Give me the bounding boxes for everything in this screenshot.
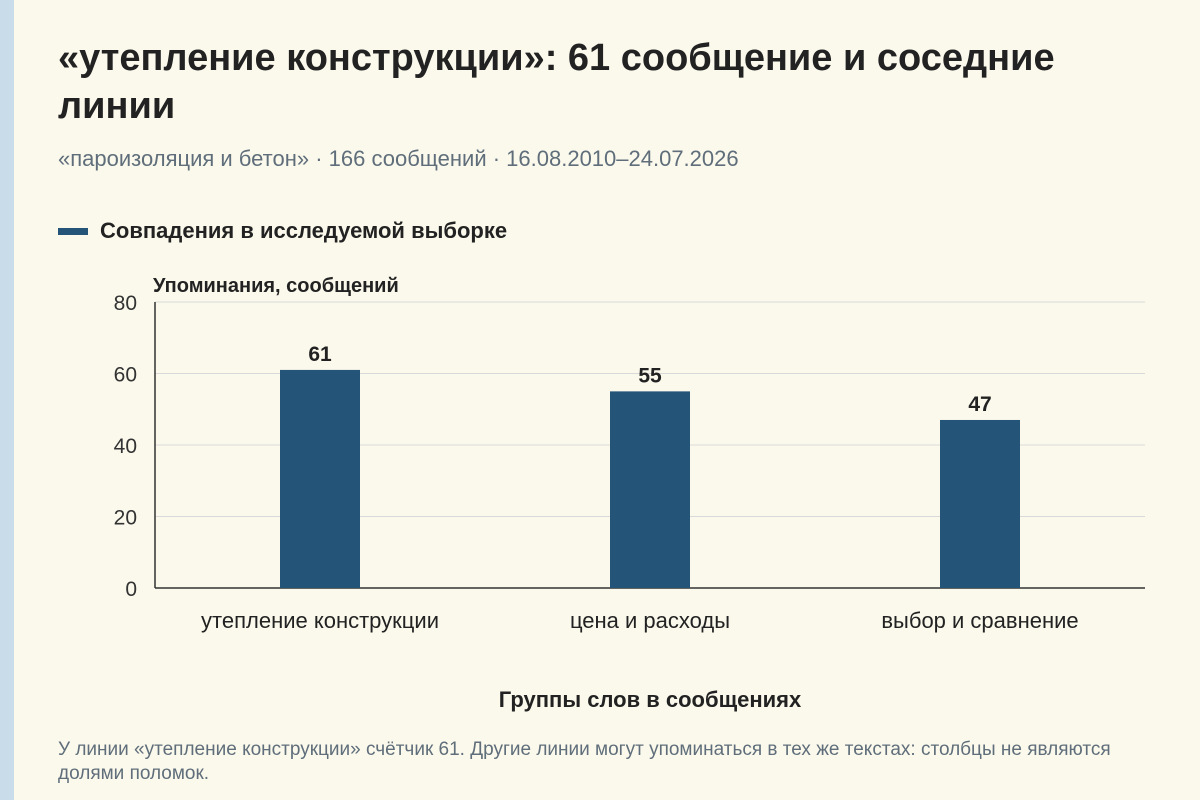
y-axis-title: Упоминания, сообщений xyxy=(153,275,399,297)
data-label: 61 xyxy=(308,343,332,366)
data-label: 55 xyxy=(638,364,662,387)
bar xyxy=(940,419,1020,588)
legend: Совпадения в исследуемой выборке xyxy=(58,218,507,244)
data-label: 47 xyxy=(968,393,991,416)
x-tick-label: цена и расходы xyxy=(570,608,730,633)
y-tick-label: 40 xyxy=(114,435,137,458)
x-axis-title: Группы слов в сообщениях xyxy=(499,687,802,712)
legend-label: Совпадения в исследуемой выборке xyxy=(100,218,508,243)
legend-swatch xyxy=(58,227,88,235)
left-accent-strip xyxy=(0,0,14,800)
bar xyxy=(610,391,690,588)
y-tick-label: 0 xyxy=(125,578,137,601)
y-tick-label: 20 xyxy=(114,507,137,530)
footnote: У линии «утепление конструкции» счётчик … xyxy=(58,739,1111,784)
y-tick-label: 60 xyxy=(114,364,137,387)
x-tick-label: утепление конструкции xyxy=(201,608,439,633)
chart-title: «утепление конструкции»: 61 сообщение и … xyxy=(58,37,1055,127)
x-tick-label: выбор и сравнение xyxy=(881,608,1078,633)
y-tick-label: 80 xyxy=(114,292,137,315)
bar xyxy=(280,369,360,588)
chart-subtitle: «пароизоляция и бетон» · 166 сообщений ·… xyxy=(58,146,739,171)
bar-chart: 0 20 40 60 80 Упоминания, сообщений 61 утеплени… xyxy=(114,275,1145,712)
